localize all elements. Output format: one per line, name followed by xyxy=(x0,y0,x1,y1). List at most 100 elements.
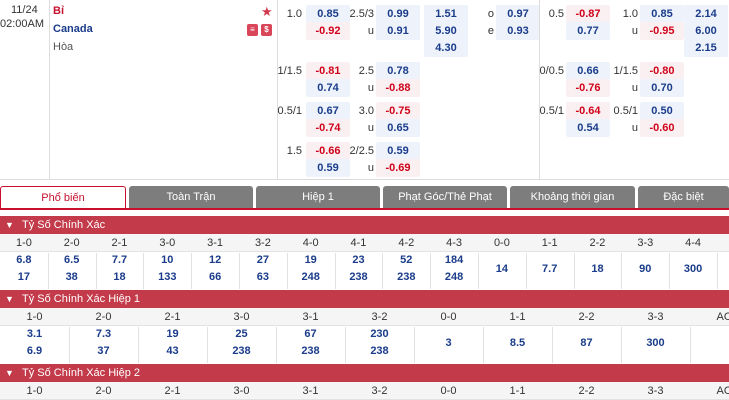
odds-value[interactable]: 37 xyxy=(97,345,110,357)
h1-ou-under-1[interactable]: 0.70 xyxy=(640,79,684,97)
odds-value[interactable]: 238 xyxy=(232,345,251,357)
score-label: 3-2 xyxy=(254,237,271,249)
odds-value[interactable]: 238 xyxy=(397,271,416,283)
odds-value[interactable]: 238 xyxy=(370,345,389,357)
h1-hdp-away-2[interactable]: 0.54 xyxy=(566,119,610,137)
odds-value[interactable]: 43 xyxy=(166,345,179,357)
chevron-down-icon[interactable]: ▼ xyxy=(5,220,14,230)
odds-value[interactable]: 90 xyxy=(639,263,652,275)
column-divider xyxy=(143,253,145,289)
odds-value[interactable]: 184 xyxy=(444,254,464,266)
odds-value[interactable]: 14 xyxy=(495,263,509,275)
h1-hdp-home-1[interactable]: 0.66 xyxy=(566,62,610,80)
odds-value[interactable]: 38 xyxy=(65,271,78,283)
odds-value[interactable]: 27 xyxy=(256,254,270,266)
tab-time-period[interactable]: Khoảng thời gian xyxy=(510,186,635,208)
chevron-down-icon[interactable]: ▼ xyxy=(5,368,14,378)
dollar-icon[interactable]: $ xyxy=(261,24,272,36)
h1-1x2-away[interactable]: 6.00 xyxy=(684,22,728,40)
odds-value[interactable]: 19 xyxy=(304,254,317,266)
ft-ou-over-3[interactable]: 0.59 xyxy=(376,142,420,160)
odds-value[interactable]: 17 xyxy=(17,271,31,283)
ft-hdp-away-1[interactable]: 0.74 xyxy=(306,79,350,97)
h1-ou-under-0[interactable]: -0.95 xyxy=(640,22,684,40)
ft-ou-over-0[interactable]: 0.99 xyxy=(376,5,420,23)
odds-value[interactable]: 10 xyxy=(161,254,174,266)
tab-special[interactable]: Đặc biệt xyxy=(638,186,729,208)
odds-value[interactable]: 18 xyxy=(113,271,126,283)
odds-value[interactable]: 7.7 xyxy=(542,263,558,275)
section-header[interactable]: ▼ Tỷ Số Chính Xác Hiệp 2 xyxy=(0,364,729,382)
ft-ou-under-1[interactable]: -0.88 xyxy=(376,79,420,97)
column-divider xyxy=(552,327,553,363)
odds-value[interactable]: 23 xyxy=(352,254,365,266)
h1-ou-under-2[interactable]: -0.60 xyxy=(640,119,684,137)
ft-ou-under-0[interactable]: 0.91 xyxy=(376,22,420,40)
h1-ou-over-0[interactable]: 0.85 xyxy=(640,5,684,23)
odds-value[interactable]: 238 xyxy=(349,271,368,283)
ft-hdp-home-3[interactable]: -0.66 xyxy=(306,142,350,160)
odds-value[interactable]: 67 xyxy=(304,328,317,340)
ft-ou-under-2[interactable]: 0.65 xyxy=(376,119,420,137)
ft-ou-over-1[interactable]: 0.78 xyxy=(376,62,420,80)
odds-value[interactable]: 18 xyxy=(591,263,604,275)
odds-value[interactable]: 3.1 xyxy=(26,328,43,340)
odds-value[interactable]: 66 xyxy=(208,271,222,283)
ft-hdp-home-1[interactable]: -0.81 xyxy=(306,62,350,80)
tab-first-half[interactable]: Hiệp 1 xyxy=(256,186,380,208)
odds-value[interactable]: 6.5 xyxy=(64,254,80,266)
odds-value[interactable]: 133 xyxy=(158,271,177,283)
h1-hdp-home-2[interactable]: -0.64 xyxy=(566,102,610,120)
section-header[interactable]: ▼ Tỷ Số Chính Xác Hiệp 1 xyxy=(0,290,729,308)
section-header[interactable]: ▼ Tỷ Số Chính Xác xyxy=(0,216,729,234)
odds-value[interactable]: 25 xyxy=(235,328,248,340)
h1-1x2-draw[interactable]: 2.15 xyxy=(684,39,728,57)
ft-odd-value[interactable]: 0.97 xyxy=(496,5,540,23)
h1-hdp-away-1[interactable]: -0.76 xyxy=(566,79,610,97)
ft-1x2-draw[interactable]: 4.30 xyxy=(424,39,468,57)
h1-hdp-away-0[interactable]: 0.77 xyxy=(566,22,610,40)
odds-value[interactable]: 7.7 xyxy=(111,254,128,266)
list-icon[interactable]: ≡ xyxy=(247,24,258,36)
odds-value[interactable]: 52 xyxy=(400,254,413,266)
chevron-down-icon[interactable]: ▼ xyxy=(5,294,14,304)
ft-1x2-home[interactable]: 1.51 xyxy=(424,5,468,23)
odds-value[interactable]: 8.5 xyxy=(509,337,526,349)
ft-even-value[interactable]: 0.93 xyxy=(496,22,540,40)
odds-value[interactable]: 87 xyxy=(580,337,593,349)
h1-ou-over-2[interactable]: 0.50 xyxy=(640,102,684,120)
odds-value[interactable]: 230 xyxy=(370,328,389,340)
away-team[interactable]: Canada xyxy=(53,23,93,35)
h1-1x2-home[interactable]: 2.14 xyxy=(684,5,728,23)
score-label: 2-0 xyxy=(95,385,112,397)
tab-popular[interactable]: Phổ biến xyxy=(0,186,126,208)
odds-value[interactable]: 6.9 xyxy=(26,345,43,357)
ft-hdp-home-0[interactable]: 0.85 xyxy=(306,5,350,23)
ft-ou-under-3[interactable]: -0.69 xyxy=(376,159,420,177)
odds-value[interactable]: 3 xyxy=(445,337,452,349)
h1-hdp-home-0[interactable]: -0.87 xyxy=(566,5,610,23)
odds-value[interactable]: 248 xyxy=(301,271,320,283)
odds-value[interactable]: 6.8 xyxy=(16,254,32,266)
ft-hdp-away-2[interactable]: -0.74 xyxy=(306,119,350,137)
ft-hdp-away-3[interactable]: 0.59 xyxy=(306,159,350,177)
column-divider xyxy=(382,253,384,289)
ft-hdp-away-0[interactable]: -0.92 xyxy=(306,22,350,40)
ft-1x2-away[interactable]: 5.90 xyxy=(424,22,468,40)
odds-divider xyxy=(539,0,540,180)
odds-value[interactable]: 238 xyxy=(301,345,320,357)
h1-ou-over-1[interactable]: -0.80 xyxy=(640,62,684,80)
odds-value[interactable]: 248 xyxy=(444,271,464,283)
tab-full-match[interactable]: Toàn Trận xyxy=(129,186,253,208)
odds-value[interactable]: 7.3 xyxy=(95,328,112,340)
odds-value[interactable]: 12 xyxy=(208,254,222,266)
odds-value[interactable]: 300 xyxy=(683,263,703,275)
odds-value[interactable]: 300 xyxy=(646,337,665,349)
odds-value[interactable]: 19 xyxy=(166,328,179,340)
home-team[interactable]: Bỉ xyxy=(53,5,64,17)
tab-corners-cards[interactable]: Phạt Góc/Thẻ Phạt xyxy=(383,186,507,208)
star-icon[interactable]: ★ xyxy=(261,4,273,19)
ft-ou-over-2[interactable]: -0.75 xyxy=(376,102,420,120)
ft-hdp-home-2[interactable]: 0.67 xyxy=(306,102,350,120)
odds-value[interactable]: 63 xyxy=(256,271,270,283)
